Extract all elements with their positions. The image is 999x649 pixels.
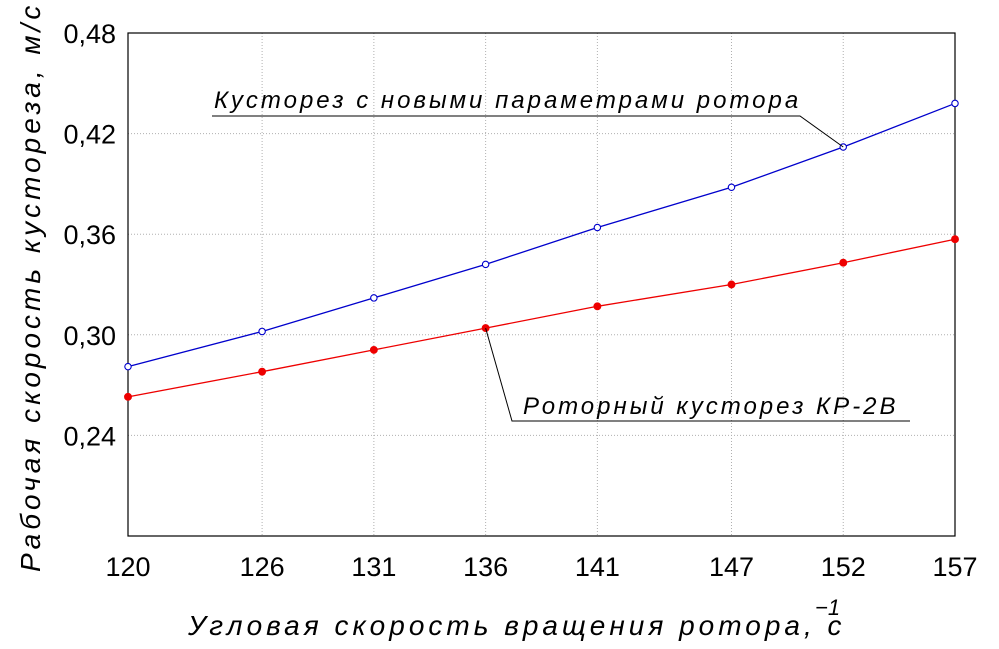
plot-area-frame bbox=[127, 32, 956, 537]
y-tick-label: 0,24 bbox=[63, 421, 116, 451]
y-tick-label: 0,42 bbox=[63, 120, 116, 150]
series-2-point bbox=[369, 345, 378, 354]
x-tick-labels: 120 126 131 136 141 147 152 157 bbox=[105, 552, 977, 582]
y-tick-label: 0,36 bbox=[63, 220, 116, 250]
series-2-annotation: Роторный кусторез КР-2В bbox=[523, 393, 899, 420]
x-tick-label: 131 bbox=[351, 552, 396, 582]
series-layer bbox=[124, 99, 959, 401]
x-tick-label: 141 bbox=[575, 552, 620, 582]
y-tick-labels: 0,24 0,30 0,36 0,42 0,48 bbox=[63, 19, 116, 451]
x-tick-label: 152 bbox=[821, 552, 866, 582]
series-2-point bbox=[951, 235, 959, 244]
x-axis-title-superscript: −1 bbox=[815, 595, 840, 620]
series-1-point bbox=[593, 223, 602, 232]
series-2-point bbox=[258, 367, 267, 376]
series-1-point bbox=[951, 99, 959, 108]
annotation-leader-line bbox=[212, 115, 844, 148]
series-1-annotation: Кусторез с новыми параметрами ротора bbox=[214, 87, 801, 114]
series-1-point bbox=[258, 327, 266, 336]
series-line-1 bbox=[127, 102, 956, 368]
annotation-leader-line bbox=[485, 327, 910, 422]
series-2-point bbox=[124, 392, 132, 401]
x-tick-label: 157 bbox=[932, 552, 977, 582]
series-2-point bbox=[839, 258, 848, 267]
x-axis-title: Угловая скорость вращения ротора, с bbox=[187, 610, 846, 641]
x-tick-label: 136 bbox=[463, 552, 508, 582]
y-axis-title: Рабочая скорость кустореза, м/с bbox=[15, 2, 46, 572]
y-tick-label: 0,48 bbox=[63, 19, 116, 49]
x-tick-label: 126 bbox=[240, 552, 285, 582]
series-2-point bbox=[727, 280, 736, 289]
series-2-point bbox=[593, 302, 602, 311]
x-tick-label: 120 bbox=[105, 552, 150, 582]
y-tick-label: 0,30 bbox=[63, 321, 116, 351]
annotations: Кусторез с новыми параметрами ротора Рото… bbox=[212, 87, 910, 422]
series-1-point bbox=[124, 362, 132, 371]
series-line-2 bbox=[127, 238, 956, 398]
series-1-point bbox=[370, 294, 378, 302]
series-1-point bbox=[727, 183, 736, 192]
x-tick-label: 147 bbox=[709, 552, 754, 582]
series-1-point bbox=[481, 260, 490, 269]
